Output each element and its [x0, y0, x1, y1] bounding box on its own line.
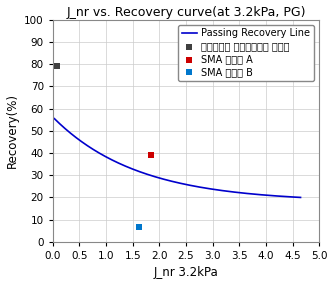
Passing Recovery Line — [171, 180, 175, 183]
자가수선형 고무아스팔트 바인더 — [54, 64, 60, 69]
Passing Recovery Line — [169, 180, 173, 183]
Legend: Passing Recovery Line, 자가수선형 고무아스팔트 바인더, SMA 바인더 A, SMA 바인더 B: Passing Recovery Line, 자가수선형 고무아스팔트 바인더,… — [178, 25, 314, 81]
Passing Recovery Line — [185, 183, 189, 186]
SMA 바인더 A — [149, 153, 154, 158]
Passing Recovery Line — [254, 193, 258, 196]
Passing Recovery Line — [293, 196, 297, 199]
Passing Recovery Line — [299, 196, 303, 199]
Passing Recovery Line — [199, 186, 203, 189]
Line: Passing Recovery Line: Passing Recovery Line — [54, 119, 301, 198]
Y-axis label: Recovery(%): Recovery(%) — [6, 93, 19, 168]
Title: J_nr vs. Recovery curve(at 3.2kPa, PG): J_nr vs. Recovery curve(at 3.2kPa, PG) — [66, 5, 306, 19]
Passing Recovery Line — [52, 117, 56, 120]
SMA 바인더 B — [137, 225, 142, 230]
X-axis label: J_nr 3.2kPa: J_nr 3.2kPa — [154, 266, 218, 280]
